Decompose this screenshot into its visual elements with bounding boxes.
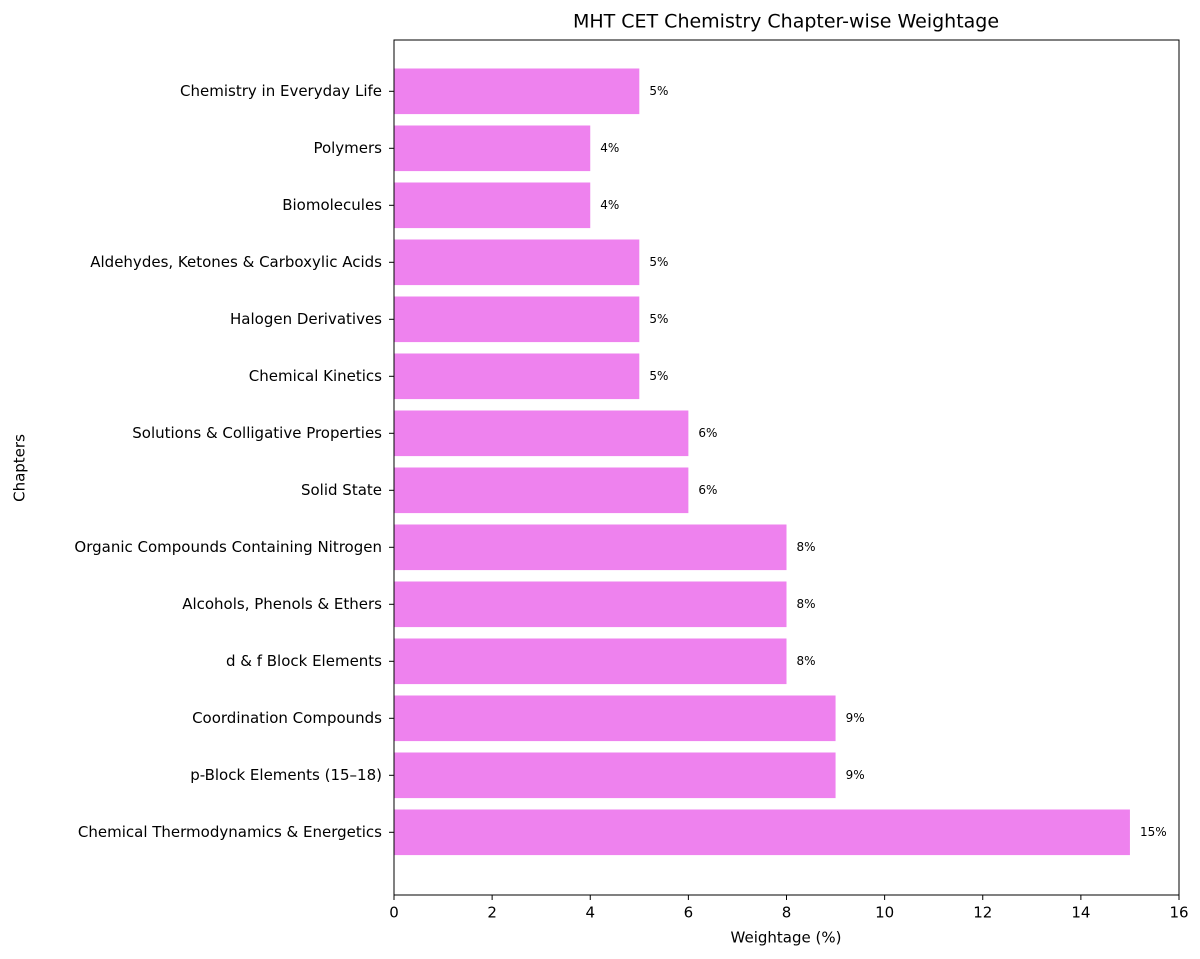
x-tick-label: 14	[1071, 904, 1090, 922]
y-tick-label: Halogen Derivatives	[230, 310, 382, 328]
bar	[394, 296, 640, 343]
x-tick-label: 8	[782, 904, 792, 922]
bar	[394, 182, 591, 229]
value-label: 5%	[649, 369, 668, 383]
y-tick-label: Chemistry in Everyday Life	[180, 82, 382, 100]
x-tick-label: 10	[875, 904, 894, 922]
bar	[394, 410, 689, 457]
bar	[394, 809, 1130, 856]
value-label: 5%	[649, 312, 668, 326]
value-label: 8%	[797, 540, 816, 554]
value-label: 4%	[600, 141, 619, 155]
bar	[394, 524, 787, 571]
chart-title: MHT CET Chemistry Chapter-wise Weightage	[573, 11, 999, 33]
y-tick-label: Chemical Kinetics	[249, 367, 382, 385]
bar	[394, 581, 787, 628]
value-label: 4%	[600, 198, 619, 212]
value-label: 9%	[846, 768, 865, 782]
bar	[394, 125, 591, 172]
x-tick-label: 16	[1169, 904, 1188, 922]
y-tick-label: d & f Block Elements	[226, 652, 382, 670]
value-label: 8%	[797, 597, 816, 611]
value-label: 5%	[649, 84, 668, 98]
y-tick-label: Biomolecules	[282, 196, 382, 214]
x-tick-label: 6	[684, 904, 694, 922]
value-label: 5%	[649, 255, 668, 269]
value-label: 15%	[1140, 825, 1167, 839]
x-tick-label: 4	[585, 904, 595, 922]
y-tick-label: Polymers	[313, 139, 382, 157]
x-tick-label: 2	[487, 904, 497, 922]
value-label: 9%	[846, 711, 865, 725]
bar	[394, 239, 640, 286]
bar	[394, 752, 836, 799]
value-label: 6%	[698, 483, 717, 497]
y-tick-label: Solid State	[301, 481, 382, 499]
bar	[394, 638, 787, 685]
plot-area	[394, 68, 1130, 856]
x-axis-label: Weightage (%)	[731, 929, 842, 947]
value-label: 6%	[698, 426, 717, 440]
y-tick-label: Alcohols, Phenols & Ethers	[182, 595, 382, 613]
x-tick-label: 12	[973, 904, 992, 922]
x-tick-label: 0	[389, 904, 399, 922]
y-tick-label: p-Block Elements (15–18)	[190, 766, 382, 784]
y-axis-label: Chapters	[11, 434, 29, 502]
y-tick-label: Organic Compounds Containing Nitrogen	[74, 538, 382, 556]
bar	[394, 467, 689, 514]
y-tick-label: Coordination Compounds	[192, 709, 382, 727]
y-tick-label: Aldehydes, Ketones & Carboxylic Acids	[90, 253, 382, 271]
y-tick-label: Chemical Thermodynamics & Energetics	[78, 823, 382, 841]
bar	[394, 68, 640, 115]
bar	[394, 695, 836, 742]
bar	[394, 353, 640, 400]
value-label: 8%	[797, 654, 816, 668]
y-tick-label: Solutions & Colligative Properties	[132, 424, 382, 442]
